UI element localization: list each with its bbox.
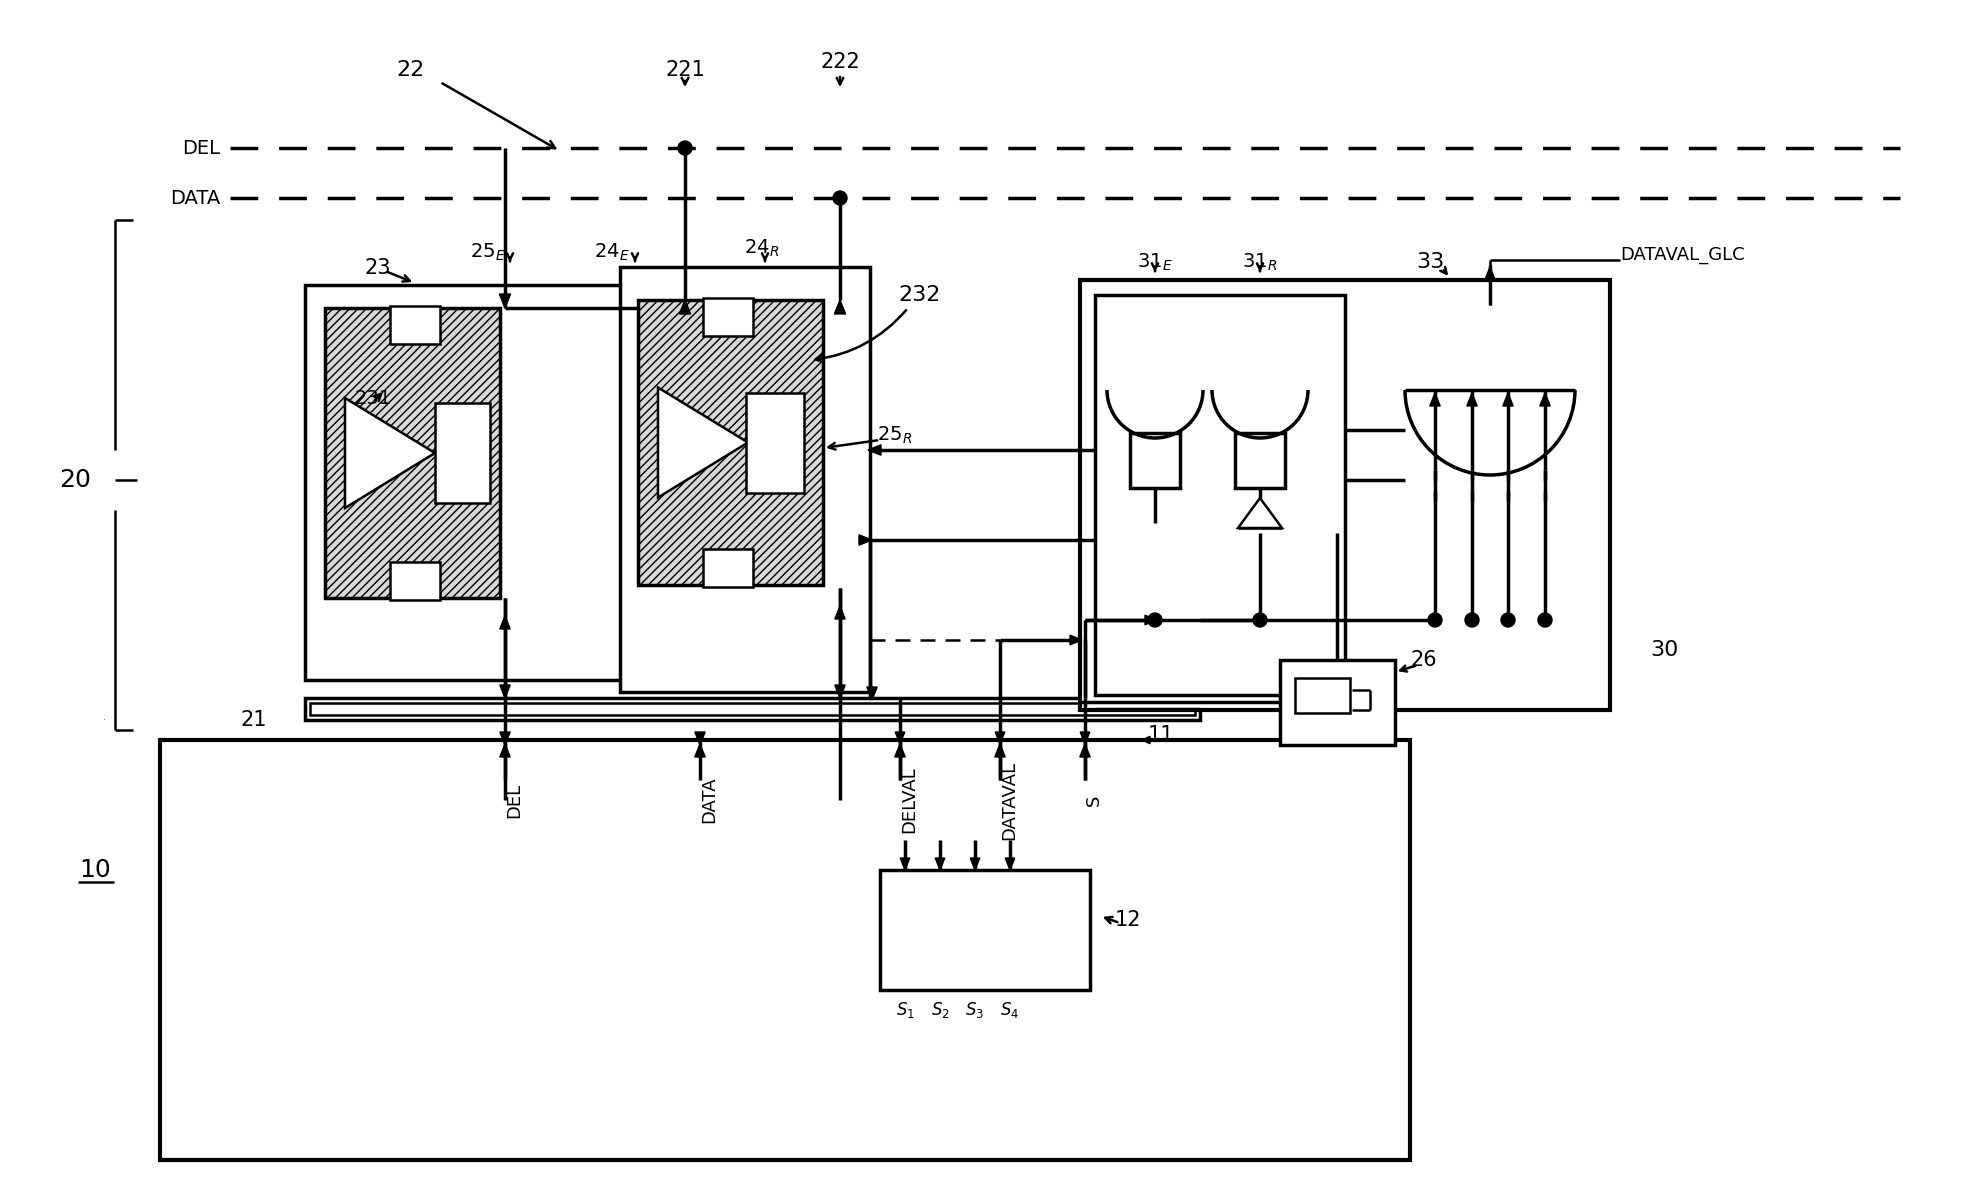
Polygon shape xyxy=(679,300,691,315)
Polygon shape xyxy=(1504,393,1513,405)
Bar xyxy=(305,285,705,681)
Bar xyxy=(703,549,754,587)
Text: 221: 221 xyxy=(665,60,705,80)
Polygon shape xyxy=(695,744,705,757)
Text: DEL: DEL xyxy=(506,782,523,818)
Text: DATA: DATA xyxy=(701,776,718,823)
Text: $25_E$: $25_E$ xyxy=(470,242,506,263)
Bar xyxy=(638,300,823,585)
Text: DATAVAL: DATAVAL xyxy=(1000,761,1017,840)
Bar xyxy=(390,562,441,600)
Polygon shape xyxy=(500,616,510,629)
Text: 22: 22 xyxy=(396,60,425,80)
Text: $31_E$: $31_E$ xyxy=(1138,251,1173,273)
Bar xyxy=(1295,678,1350,713)
Polygon shape xyxy=(868,445,882,456)
Polygon shape xyxy=(500,685,510,698)
Polygon shape xyxy=(895,744,905,757)
Polygon shape xyxy=(1539,393,1551,405)
Bar xyxy=(620,267,870,692)
Polygon shape xyxy=(1466,393,1478,405)
Text: $S_1$: $S_1$ xyxy=(895,1000,915,1020)
Polygon shape xyxy=(834,300,846,315)
Polygon shape xyxy=(1071,635,1082,645)
Text: $S_2$: $S_2$ xyxy=(931,1000,949,1020)
Text: 232: 232 xyxy=(899,285,941,305)
Polygon shape xyxy=(970,858,980,869)
Text: DATAVAL_GLC: DATAVAL_GLC xyxy=(1620,246,1744,264)
Polygon shape xyxy=(1080,732,1090,744)
Text: 20: 20 xyxy=(59,468,91,492)
Circle shape xyxy=(1254,614,1267,627)
Text: E: E xyxy=(372,444,382,462)
Text: R: R xyxy=(769,433,781,452)
Circle shape xyxy=(679,141,693,155)
Polygon shape xyxy=(1006,858,1015,869)
Polygon shape xyxy=(895,732,905,744)
Text: DELVAL: DELVAL xyxy=(899,767,917,834)
Circle shape xyxy=(1147,614,1161,627)
Text: DEL: DEL xyxy=(181,139,220,158)
Text: 21: 21 xyxy=(240,710,266,730)
Bar xyxy=(305,698,1200,720)
Circle shape xyxy=(832,191,846,205)
Text: DATA: DATA xyxy=(169,189,220,207)
Text: $31_R$: $31_R$ xyxy=(1242,251,1277,273)
Bar xyxy=(1236,433,1285,488)
Polygon shape xyxy=(858,535,872,545)
Bar xyxy=(1279,660,1395,745)
Bar xyxy=(746,392,805,493)
Text: $S_3$: $S_3$ xyxy=(966,1000,984,1020)
Bar xyxy=(311,703,1195,715)
Polygon shape xyxy=(657,388,748,498)
Polygon shape xyxy=(1238,498,1281,527)
Polygon shape xyxy=(1145,615,1157,624)
Polygon shape xyxy=(994,744,1006,757)
Text: 11: 11 xyxy=(1147,725,1175,745)
Bar xyxy=(325,309,500,598)
Text: R: R xyxy=(457,444,468,462)
Bar xyxy=(880,869,1090,990)
Polygon shape xyxy=(500,294,510,309)
Text: $24_E$: $24_E$ xyxy=(594,242,630,263)
Polygon shape xyxy=(866,687,878,700)
Circle shape xyxy=(1429,614,1443,627)
Polygon shape xyxy=(935,858,945,869)
Text: $24_R$: $24_R$ xyxy=(744,237,779,258)
Circle shape xyxy=(1539,614,1553,627)
Text: 222: 222 xyxy=(821,51,860,72)
Text: $S_4$: $S_4$ xyxy=(1000,1000,1019,1020)
Bar xyxy=(703,298,754,336)
Bar xyxy=(390,306,441,344)
Polygon shape xyxy=(500,744,510,757)
Polygon shape xyxy=(1431,393,1441,405)
Polygon shape xyxy=(500,732,510,745)
Text: 23: 23 xyxy=(364,258,392,277)
Text: 231: 231 xyxy=(354,389,392,408)
Bar xyxy=(159,740,1409,1160)
Polygon shape xyxy=(834,606,844,620)
Text: 12: 12 xyxy=(1116,910,1141,930)
Bar xyxy=(1130,433,1181,488)
Text: E: E xyxy=(685,433,695,452)
Bar xyxy=(435,403,490,504)
Circle shape xyxy=(1464,614,1480,627)
Polygon shape xyxy=(695,732,705,745)
Text: 30: 30 xyxy=(1649,640,1679,660)
Polygon shape xyxy=(899,858,909,869)
Text: 26: 26 xyxy=(1409,649,1437,670)
Bar xyxy=(1094,295,1344,695)
Polygon shape xyxy=(834,685,844,698)
Bar xyxy=(1080,280,1610,710)
Polygon shape xyxy=(1080,744,1090,757)
Polygon shape xyxy=(344,398,435,508)
Polygon shape xyxy=(1484,267,1496,280)
Text: S: S xyxy=(1084,794,1102,806)
Text: 33: 33 xyxy=(1415,252,1445,271)
Text: $25_R$: $25_R$ xyxy=(878,425,913,446)
Circle shape xyxy=(1502,614,1515,627)
Polygon shape xyxy=(996,732,1006,744)
Text: 10: 10 xyxy=(79,858,110,881)
